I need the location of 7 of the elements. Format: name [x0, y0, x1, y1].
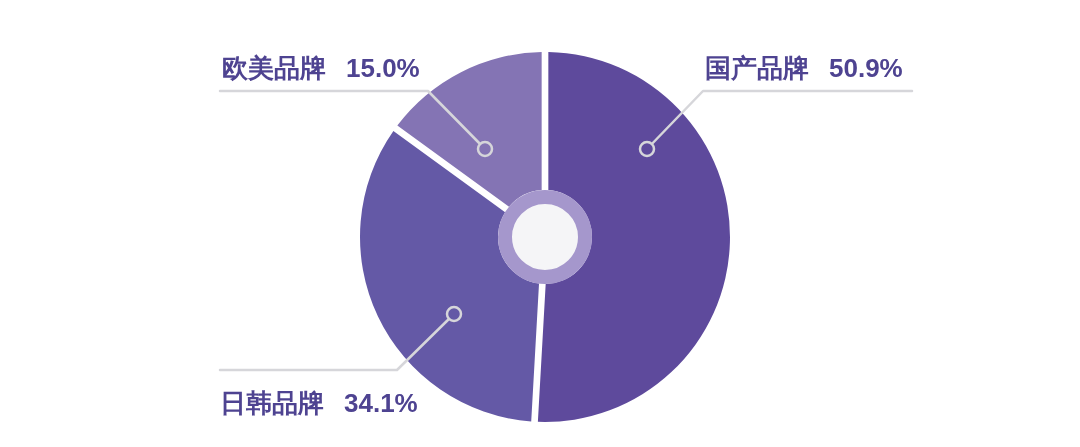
- data-label: 34.1%: [344, 388, 418, 418]
- slice-label: 国产品牌: [705, 53, 809, 83]
- data-label: 15.0%: [346, 53, 420, 83]
- slice-label: 欧美品牌: [222, 53, 326, 83]
- slice-label: 日韩品牌: [220, 388, 324, 418]
- donut-slice: [537, 52, 730, 422]
- data-label: 50.9%: [829, 53, 903, 83]
